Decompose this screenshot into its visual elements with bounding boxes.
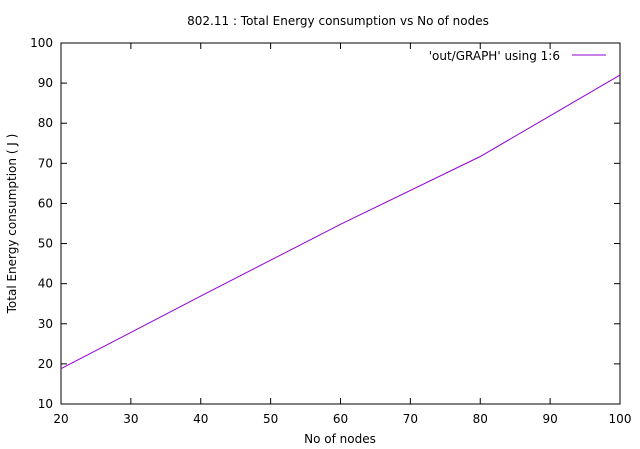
y-tick-label: 30 <box>38 317 53 331</box>
x-tick-label: 60 <box>333 412 348 426</box>
y-tick-label: 10 <box>38 397 53 411</box>
y-tick-label: 90 <box>38 76 53 90</box>
plot-area-border <box>60 42 621 405</box>
x-axis-label: No of nodes <box>304 432 376 446</box>
x-axis-ticks: 20 30 40 50 60 70 80 90 100 <box>53 43 631 426</box>
y-tick-label: 80 <box>38 116 53 130</box>
y-tick-label: 50 <box>38 237 53 251</box>
y-axis-ticks: 10 20 30 40 50 60 70 80 90 100 <box>30 36 620 411</box>
chart-title: 802.11 : Total Energy consumption vs No … <box>187 14 489 28</box>
y-tick-label: 70 <box>38 156 53 170</box>
x-tick-label: 50 <box>263 412 278 426</box>
x-tick-label: 20 <box>53 412 68 426</box>
y-tick-label: 100 <box>30 36 53 50</box>
x-tick-label: 40 <box>193 412 208 426</box>
x-tick-label: 90 <box>542 412 557 426</box>
x-tick-label: 30 <box>123 412 138 426</box>
series-line-0 <box>60 74 621 370</box>
legend-label: 'out/GRAPH' using 1:6 <box>429 49 560 63</box>
series-layer <box>60 74 621 370</box>
x-tick-label: 100 <box>609 412 632 426</box>
y-tick-label: 20 <box>38 357 53 371</box>
y-axis-label: Total Energy consumption ( J ) <box>5 134 19 315</box>
x-tick-label: 70 <box>403 412 418 426</box>
y-tick-label: 40 <box>38 277 53 291</box>
x-tick-label: 80 <box>473 412 488 426</box>
legend: 'out/GRAPH' using 1:6 <box>429 49 606 63</box>
y-tick-label: 60 <box>38 196 53 210</box>
